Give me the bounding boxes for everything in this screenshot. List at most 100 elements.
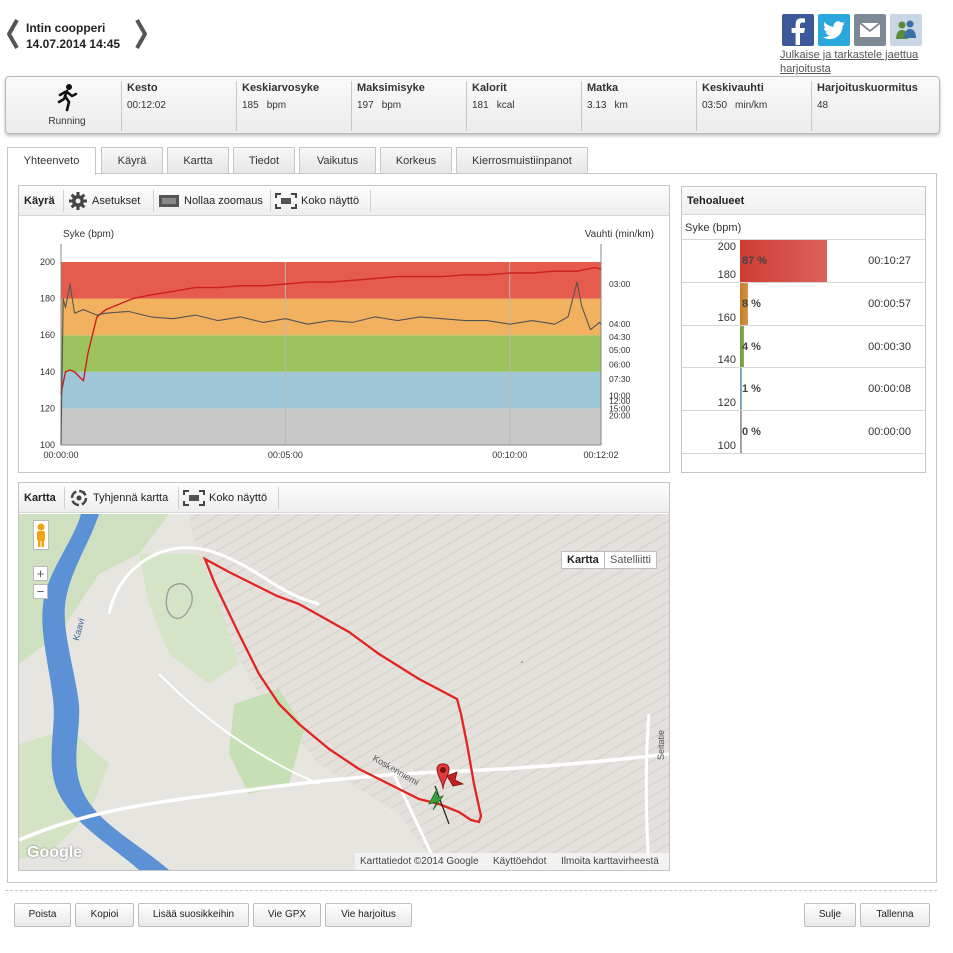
pegman-icon: [37, 523, 45, 547]
export-workout-button[interactable]: Vie harjoitus: [325, 903, 412, 927]
street-view-pegman[interactable]: [33, 520, 49, 550]
curve-panel: Käyrä Asetukset Nollaa zoomaus Koko näyt…: [18, 185, 670, 473]
delete-button[interactable]: Poista: [14, 903, 71, 927]
zone-bar: [740, 368, 742, 411]
footer-separator: [5, 890, 937, 891]
gear-icon: [69, 192, 87, 211]
zone-lower-limit: 100: [717, 439, 736, 452]
map-panel-title: Kartta: [24, 492, 56, 504]
previous-workout-arrow-icon[interactable]: [6, 18, 20, 50]
stat-avg-hr: Keskiarvosyke 185 bpm: [236, 81, 351, 131]
x-tick-label: 00:00:00: [43, 450, 78, 460]
zone-lower-limit: 120: [717, 397, 736, 410]
curve-panel-header: Käyrä Asetukset Nollaa zoomaus Koko näyt…: [19, 186, 669, 216]
y-tick-label: 140: [40, 367, 55, 377]
running-icon: [57, 84, 78, 112]
stat-unit: min/km: [735, 100, 768, 111]
map-fullscreen-button[interactable]: Koko näyttö: [178, 487, 267, 509]
stat-value: 181 kcal: [472, 100, 576, 111]
facebook-icon[interactable]: [782, 14, 814, 46]
heart-rate-chart[interactable]: Syke (bpm) Vauhti (min/km) 100 120 140 160 180…: [19, 217, 669, 473]
stat-max-hr: Maksimisyke 197 bpm: [351, 81, 466, 131]
zoom-in-button[interactable]: +: [33, 566, 48, 581]
stat-label: Kalorit: [472, 82, 507, 94]
zone-time: 00:00:00: [868, 426, 911, 439]
toolbar-divider: [370, 190, 371, 212]
stat-number: 03:50: [702, 100, 728, 111]
zone-percent: 87 %: [742, 255, 768, 267]
zone-lower-limit: 160: [717, 311, 736, 324]
stat-distance: Matka 3.13 km: [581, 81, 696, 131]
zone-time: 00:10:27: [868, 255, 911, 267]
tab-curve[interactable]: Käyrä: [101, 147, 163, 174]
tab-summary[interactable]: Yhteenveto: [7, 147, 96, 175]
save-button[interactable]: Tallenna: [860, 903, 930, 927]
map-view[interactable]: + − Kartta Satelliitti Kaavi Koskenniemi…: [19, 514, 669, 870]
stat-label: Keskiarvosyke: [242, 82, 320, 94]
settings-button[interactable]: Asetukset: [63, 190, 140, 212]
zone-percent: 4 %: [742, 340, 761, 353]
stat-number: 48: [817, 100, 829, 111]
copy-button[interactable]: Kopioi: [75, 903, 134, 927]
stat-value: 48: [817, 100, 932, 111]
heart-rate-line: [60, 266, 602, 394]
workout-name: Intin coopperi: [26, 21, 106, 35]
add-favorite-button[interactable]: Lisää suosikkeihin: [138, 903, 249, 927]
sport-label: Running: [48, 116, 86, 127]
satellite-button[interactable]: Satelliitti: [605, 551, 657, 569]
close-button[interactable]: Sulje: [804, 903, 856, 927]
zone-bar: [740, 240, 827, 282]
pace-tick-label: 12:00: [609, 396, 631, 406]
settings-label: Asetukset: [92, 195, 141, 207]
map-type-button[interactable]: Kartta: [561, 551, 605, 569]
google-logo: Google: [27, 844, 83, 861]
x-tick-label: 00:12:02: [583, 450, 618, 460]
fullscreen-label: Koko näyttö: [209, 492, 268, 504]
pace-tick-label: 05:00: [609, 345, 631, 355]
share-link[interactable]: Julkaise ja tarkastele jaettua harjoitus…: [780, 49, 919, 75]
mail-icon[interactable]: [854, 14, 886, 46]
hr-zone-band: [61, 408, 601, 445]
zone-bar: [740, 411, 742, 453]
report-error-link[interactable]: Ilmoita karttavirheestä: [561, 856, 659, 867]
stat-value: 03:50 min/km: [702, 100, 806, 111]
zone-row: 160 8 % 00:00:57: [682, 282, 926, 326]
tab-content: [7, 173, 937, 883]
zones-panel: Tehoalueet Syke (bpm) 200 180 87 % 00:10:27…: [681, 186, 926, 473]
y-tick-label: 160: [40, 330, 55, 340]
reset-zoom-icon: [159, 195, 179, 208]
next-workout-arrow-icon[interactable]: [134, 18, 148, 50]
curve-panel-title: Käyrä: [24, 195, 55, 207]
tab-effect[interactable]: Vaikutus: [299, 147, 376, 174]
zones-panel-title: Tehoalueet: [687, 195, 745, 207]
fullscreen-icon: [275, 193, 297, 210]
stat-calories: Kalorit 181 kcal: [466, 81, 581, 131]
y-tick-label: 200: [40, 257, 55, 267]
zones-subtitle: Syke (bpm): [685, 222, 742, 234]
terms-link[interactable]: Käyttöehdot: [493, 856, 547, 867]
twitter-icon[interactable]: [818, 14, 850, 46]
zone-percent: 8 %: [742, 297, 761, 310]
tab-altitude[interactable]: Korkeus: [380, 147, 452, 174]
tab-map[interactable]: Kartta: [167, 147, 229, 174]
curve-fullscreen-button[interactable]: Koko näyttö: [270, 190, 359, 212]
map-canvas[interactable]: [19, 514, 669, 870]
export-gpx-button[interactable]: Vie GPX: [253, 903, 321, 927]
reset-zoom-button[interactable]: Nollaa zoomaus: [153, 190, 263, 212]
y-tick-label: 120: [40, 403, 55, 413]
pace-tick-label: 07:30: [609, 374, 631, 384]
tab-lap-notes[interactable]: Kierrosmuistiinpanot: [456, 147, 588, 174]
stat-value: 185 bpm: [242, 100, 346, 111]
clear-map-label: Tyhjennä kartta: [93, 492, 169, 504]
clear-map-button[interactable]: Tyhjennä kartta: [64, 487, 168, 509]
users-icon[interactable]: [890, 14, 922, 46]
hr-zone-band: [61, 335, 601, 372]
zone-time: 00:00:30: [868, 340, 911, 353]
zone-percent: 1 %: [742, 383, 761, 396]
stat-training-load: Harjoituskuormitus 48: [811, 81, 937, 131]
x-tick-label: 00:10:00: [492, 450, 527, 460]
workout-datetime: 14.07.2014 14:45: [26, 37, 121, 51]
zoom-out-button[interactable]: −: [33, 584, 48, 599]
stat-label: Kesto: [127, 82, 158, 94]
tab-details[interactable]: Tiedot: [233, 147, 295, 174]
